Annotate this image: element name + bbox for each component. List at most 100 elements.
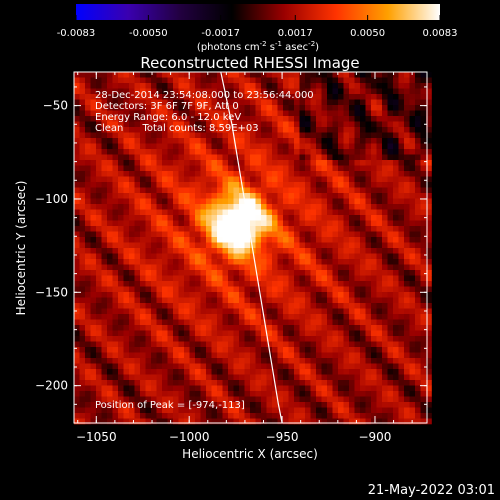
heatmap-cell (90, 281, 97, 287)
heatmap-cell (200, 308, 207, 315)
heatmap-cell (200, 121, 207, 128)
heatmap-cell (145, 132, 152, 139)
heatmap-cell (255, 270, 262, 276)
heatmap-cell (371, 116, 377, 122)
heatmap-cell (233, 330, 240, 337)
heatmap-cell (277, 149, 284, 155)
heatmap-cell (184, 281, 190, 287)
heatmap-cell (151, 396, 157, 403)
heatmap-cell (107, 154, 113, 161)
heatmap-cell (343, 72, 350, 78)
heatmap-cell (195, 193, 201, 199)
heatmap-cell (151, 132, 157, 139)
heatmap-cell (415, 94, 421, 100)
heatmap-cell (288, 347, 295, 353)
heatmap-cell (173, 237, 179, 243)
heatmap-cell (387, 116, 394, 122)
heatmap-cell (332, 204, 339, 210)
heatmap-cell (338, 341, 344, 348)
heatmap-cell (129, 99, 135, 106)
heatmap-cell (283, 72, 289, 78)
heatmap-cell (134, 160, 141, 166)
heatmap-cell (217, 154, 223, 161)
heatmap-cell (112, 72, 119, 78)
heatmap-cell (107, 127, 113, 133)
heatmap-cell (415, 193, 421, 199)
heatmap-cell (332, 396, 339, 403)
heatmap-cell (107, 171, 113, 177)
heatmap-cell (316, 149, 322, 155)
heatmap-cell (101, 259, 108, 265)
heatmap-cell (134, 143, 141, 150)
heatmap-cell (415, 204, 421, 210)
heatmap-cell (288, 391, 295, 397)
heatmap-cell (404, 303, 410, 309)
heatmap-cell (107, 165, 113, 172)
heatmap-cell (217, 72, 223, 78)
heatmap-cell (398, 363, 405, 370)
heatmap-cell (233, 94, 240, 100)
heatmap-cell (299, 385, 306, 392)
heatmap-cell (162, 253, 168, 260)
heatmap-cell (255, 418, 262, 425)
heatmap-cell (129, 303, 135, 309)
heatmap-cell (184, 242, 190, 249)
heatmap-cell (74, 352, 80, 359)
heatmap-cell (217, 248, 223, 254)
heatmap-cell (305, 352, 311, 359)
heatmap-cell (398, 132, 405, 139)
heatmap-cell (277, 138, 284, 144)
heatmap-cell (189, 286, 196, 293)
heatmap-cell (327, 308, 333, 315)
heatmap-cell (239, 165, 245, 172)
heatmap-cell (206, 143, 212, 150)
colorbar-tick-label: -0.0017 (201, 28, 240, 39)
heatmap-cell (365, 165, 372, 172)
heatmap-cell (305, 374, 311, 381)
heatmap-cell (299, 253, 306, 260)
heatmap-cell (387, 154, 394, 161)
heatmap-cell (244, 369, 251, 375)
heatmap-cell (173, 198, 179, 205)
heatmap-cell (332, 407, 339, 414)
heatmap-cell (376, 248, 383, 254)
heatmap-cell (123, 132, 130, 139)
heatmap-cell (173, 143, 179, 150)
heatmap-cell (277, 275, 284, 282)
heatmap-cell (393, 99, 399, 106)
heatmap-cell (255, 204, 262, 210)
heatmap-cell (354, 231, 361, 238)
heatmap-cell (255, 253, 262, 260)
heatmap-cell (354, 138, 361, 144)
heatmap-cell (211, 121, 218, 128)
heatmap-cell (316, 330, 322, 337)
heatmap-cell (305, 171, 311, 177)
heatmap-cell (178, 193, 185, 199)
heatmap-cell (327, 330, 333, 337)
heatmap-cell (349, 358, 355, 364)
heatmap-cell (305, 182, 311, 188)
heatmap-cell (107, 413, 113, 419)
heatmap-cell (200, 187, 207, 194)
heatmap-cell (145, 127, 152, 133)
heatmap-cell (387, 407, 394, 414)
heatmap-cell (404, 413, 410, 419)
heatmap-cell (321, 303, 328, 309)
heatmap-cell (178, 204, 185, 210)
heatmap-cell (266, 165, 273, 172)
heatmap-cell (96, 396, 102, 403)
heatmap-cell (145, 99, 152, 106)
heatmap-cell (189, 248, 196, 254)
heatmap-cell (151, 187, 157, 194)
heatmap-cell (415, 116, 421, 122)
heatmap-cell (211, 270, 218, 276)
heatmap-cell (140, 259, 146, 265)
heatmap-cell (184, 292, 190, 298)
heatmap-cell (420, 347, 427, 353)
heatmap-cell (151, 193, 157, 199)
heatmap-cell (310, 237, 317, 243)
heatmap-cell (156, 149, 163, 155)
heatmap-cell (343, 358, 350, 364)
heatmap-cell (250, 253, 256, 260)
heatmap-cell (360, 330, 366, 337)
